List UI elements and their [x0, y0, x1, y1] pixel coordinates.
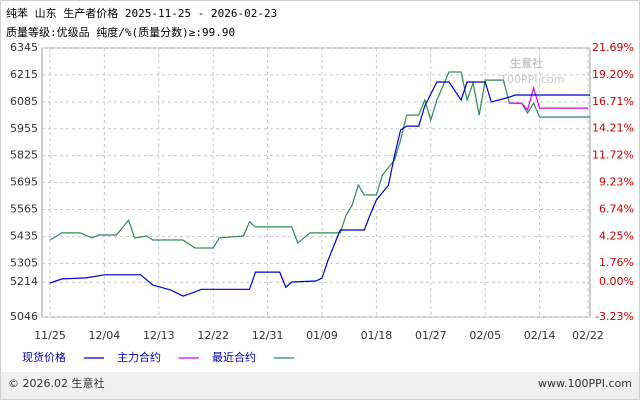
watermark: 生意社 — [510, 56, 543, 70]
chart-subtitle: 质量等级:优级品 纯度/%(质量分数)≥:99.90 — [6, 25, 235, 39]
y-tick-label: 5825 — [10, 149, 38, 162]
line — [49, 71, 590, 249]
x-tick-label: 12/13 — [143, 329, 175, 342]
legend-label: 最近合约 — [212, 350, 256, 364]
legend-label: 现货价格 — [22, 350, 66, 364]
y2-tick-label: 4.25% — [599, 229, 634, 242]
y-tick-label: 5955 — [10, 122, 38, 135]
x-tick-label: 02/05 — [469, 329, 501, 342]
y-tick-label: 5046 — [10, 310, 38, 323]
x-tick-label: 12/04 — [89, 329, 121, 342]
watermark-sub: 100PPI.com — [500, 73, 565, 86]
x-tick-label: 12/22 — [197, 329, 229, 342]
y-tick-label: 6345 — [10, 41, 38, 54]
y2-tick-label: 19.20% — [592, 68, 634, 81]
x-tick-label: 01/18 — [361, 329, 393, 342]
x-tick-label: 12/31 — [252, 329, 284, 342]
line — [509, 85, 588, 112]
copyright: © 2026.02 生意社 — [8, 376, 104, 390]
line — [49, 81, 590, 297]
footer-band — [1, 372, 639, 399]
x-tick-label: 11/25 — [34, 329, 66, 342]
x-tick-label: 02/22 — [572, 329, 604, 342]
site: www.100PPI.com — [538, 377, 632, 390]
y2-tick-label: 9.23% — [599, 176, 634, 189]
y2-tick-label: 14.21% — [592, 122, 634, 135]
y-tick-label: 5565 — [10, 203, 38, 216]
y-tick-label: 6215 — [10, 68, 38, 81]
y2-tick-label: -3.23% — [595, 310, 634, 323]
x-tick-label: 01/27 — [415, 329, 447, 342]
y-tick-label: 5695 — [10, 176, 38, 189]
y2-tick-label: 16.71% — [592, 95, 634, 108]
legend-label: 主力合约 — [117, 350, 161, 364]
y2-tick-label: 1.76% — [599, 256, 634, 269]
y-tick-label: 6085 — [10, 95, 38, 108]
x-tick-label: 01/09 — [306, 329, 338, 342]
y2-tick-label: 21.69% — [592, 41, 634, 54]
y2-tick-label: 11.72% — [592, 149, 634, 162]
y-tick-label: 5305 — [10, 256, 38, 269]
y2-tick-label: 0.00% — [599, 275, 634, 288]
y-tick-label: 5214 — [10, 275, 38, 288]
y2-tick-label: 6.74% — [599, 202, 634, 215]
chart-title: 纯苯 山东 生产者价格 2025-11-25 - 2026-02-23 — [6, 6, 277, 20]
y-tick-label: 5435 — [10, 229, 38, 242]
x-tick-label: 02/14 — [524, 329, 556, 342]
plot-area — [41, 47, 591, 318]
